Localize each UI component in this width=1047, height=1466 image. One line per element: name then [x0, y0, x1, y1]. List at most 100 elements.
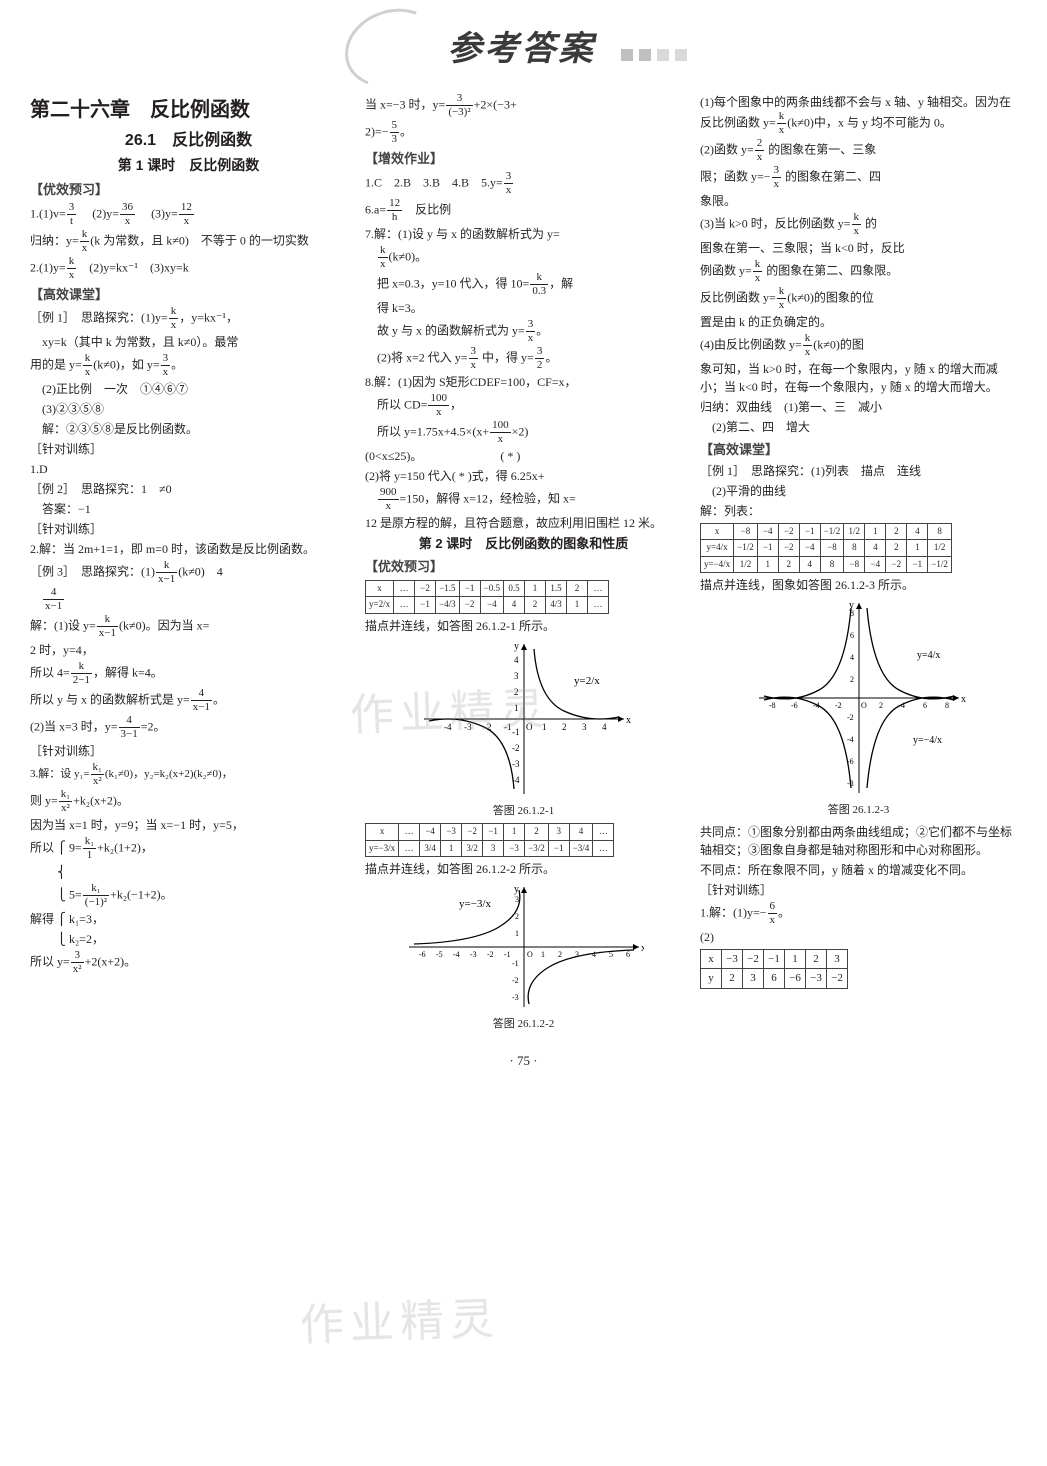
frac-den: x	[469, 359, 479, 371]
svg-text:5: 5	[609, 950, 613, 959]
frac-den: x	[83, 366, 93, 378]
svg-text:3: 3	[515, 895, 519, 904]
text: 把 x=0.3，y=10 代入，得 10=	[377, 276, 529, 290]
q1: 1.(1)v=3t (2)y=36x (3)y=12x	[30, 202, 347, 227]
frac-den: x	[526, 332, 536, 344]
p3-9: 所以 y=3x²+2(x+2)。	[30, 950, 347, 975]
frac-num: 3	[504, 171, 514, 184]
t1: 1.D	[30, 460, 347, 478]
frac-num: 3	[526, 319, 536, 332]
svg-text:3: 3	[575, 950, 579, 959]
text: ［例 1］ 思路探究：(1)y=	[30, 310, 168, 324]
frac-den: x	[67, 269, 77, 281]
sol-h: (2)当 x=3 时，y=43−1=2。	[30, 715, 347, 740]
text: 所以 CD=	[377, 397, 427, 411]
frac-num: 12	[387, 198, 402, 211]
text: 。	[536, 323, 548, 337]
p4a: (4)由反比例函数 y=kx(k≠0)的图	[700, 333, 1017, 358]
summary-1: 归纳：y=kx(k 为常数，且 k≠0) 不等于 0 的一切实数	[30, 229, 347, 254]
p3d: 例函数 y=kx 的图象在第二、四象限。	[700, 259, 1017, 284]
svg-text:-8: -8	[769, 701, 776, 710]
frac-den: x²	[59, 802, 72, 814]
text: 所以 y=	[30, 954, 70, 968]
ex1-line4: (2)正比例 一次 ①④⑥⑦	[30, 380, 347, 398]
frac-den: x−1	[43, 600, 64, 612]
chart-1: x y y=2/x -4-3-2-1 O 1234 4321 -1-2-3-4	[414, 639, 634, 799]
tag-preview-2: 【优效预习】	[365, 557, 682, 577]
frac-num: 4	[119, 715, 140, 728]
frac-num: k	[777, 286, 787, 299]
curve-label: y=2/x	[574, 675, 600, 687]
hw7h: (2)将 x=2 代入 y=3x 中，得 y=32。	[365, 346, 682, 371]
frac-num: k	[777, 111, 787, 124]
table-4: x−3−2−1123y236−6−3−2	[700, 949, 848, 989]
svg-text:-2: -2	[484, 722, 492, 732]
q1-3: (3)y=	[151, 206, 178, 220]
text: 。	[545, 350, 557, 364]
curve-label-2: y=−4/x	[913, 735, 942, 746]
frac-num: 3	[535, 346, 545, 359]
frac-num: k₁	[91, 762, 104, 775]
frac-den: x	[161, 366, 171, 378]
text: 所以 ⎧ 9=	[30, 840, 82, 854]
svg-text:4: 4	[514, 655, 519, 665]
hw8i: 12 是原方程的解，且符合题意，故应利用旧围栏 12 米。	[365, 514, 682, 532]
hw8h: 900x=150，解得 x=12，经检验，知 x=	[365, 487, 682, 512]
text: 1.解：(1)y=−	[700, 905, 767, 919]
text: (2)当 x=3 时，y=	[30, 719, 118, 733]
table-1: x…−2−1.5−1−0.50.511.52…y=2/x…−1−4/3−2−44…	[365, 580, 609, 614]
text: =2。	[141, 719, 166, 733]
p2a: (2)函数 y=2x 的图象在第一、三象	[700, 138, 1017, 163]
svg-text:1: 1	[514, 703, 519, 713]
frac-num: 3	[67, 202, 77, 215]
frac-num: 4	[191, 688, 212, 701]
text: 的图象在第二、四象限。	[763, 263, 898, 277]
svg-text:2: 2	[850, 675, 854, 684]
text: 反比例	[403, 202, 451, 216]
q1-2: (2)y=	[92, 206, 119, 220]
text: 则 y=	[30, 793, 58, 807]
svg-text:O: O	[861, 701, 867, 710]
svg-text:-4: -4	[453, 950, 460, 959]
frac-den: x	[428, 406, 449, 418]
t2: 2.解：当 2m+1=1，即 m=0 时，该函数是反比例函数。	[30, 540, 347, 558]
frac-den: x	[179, 215, 194, 227]
text: 限；函数 y=−	[700, 169, 771, 183]
svg-text:3: 3	[514, 671, 519, 681]
frac-num: 2	[755, 138, 765, 151]
text: 的图象在第二、四	[782, 169, 881, 183]
frac-den: x	[504, 184, 514, 196]
text: 归纳：y=	[30, 233, 79, 247]
text: 所以 4=	[30, 665, 70, 679]
text: 1.C 2.B 3.B 4.B 5.y=	[365, 175, 503, 189]
curve-label-1: y=4/x	[917, 650, 940, 661]
sum: 归纳：双曲线 (1)第一、三 减小	[700, 398, 1017, 416]
ex1-line5: (3)②③⑤⑧	[30, 400, 347, 418]
svg-text:8: 8	[945, 701, 949, 710]
table-2: x…−4−3−2−11234…y=−3/x…3/413/23−3−3/2−1−3…	[365, 823, 614, 857]
frac-den: t	[67, 215, 77, 227]
text: 的图象在第一、三象	[765, 142, 876, 156]
frac-num: k	[803, 333, 813, 346]
frac-den: (−3)²	[446, 106, 472, 118]
text: +2×(−3+	[474, 97, 517, 111]
text: ⎩ 5=	[30, 887, 82, 901]
top-line: 当 x=−3 时，y=3(−3)²+2×(−3+	[365, 93, 682, 118]
text: ，	[450, 397, 462, 411]
svg-text:-3: -3	[470, 950, 477, 959]
svg-text:-4: -4	[444, 722, 452, 732]
p4c: 象可知，当 k>0 时，在每一个象限内，y 随 x 的增大而减小；当 k<0 时…	[700, 360, 1017, 396]
frac-num: k	[97, 614, 118, 627]
chart3-caption: 答图 26.1.2-3	[700, 802, 1017, 819]
ex1c: 解：列表：	[700, 502, 1017, 520]
same: 共同点：①图象分别都由两条曲线组成；②它们都不与坐标轴相交；③图象自身都是轴对称…	[700, 823, 1017, 859]
frac-den: 0.3	[530, 285, 548, 297]
table3-cap: 描点并连线，图象如答图 26.1.2-3 所示。	[700, 576, 1017, 594]
frac-den: x−1	[191, 701, 212, 713]
train-label: ［针对训练］	[30, 520, 347, 538]
frac-num: k	[80, 229, 90, 242]
text: +k₂(−1+2)。	[110, 887, 172, 901]
axis-y-label: y	[514, 641, 519, 652]
y-ticks: 4321 -1-2-3-4	[512, 655, 520, 785]
chart-3: x y y=4/x y=−4/x -8-6-4-2 O 2468 8642 -2…	[749, 598, 969, 798]
